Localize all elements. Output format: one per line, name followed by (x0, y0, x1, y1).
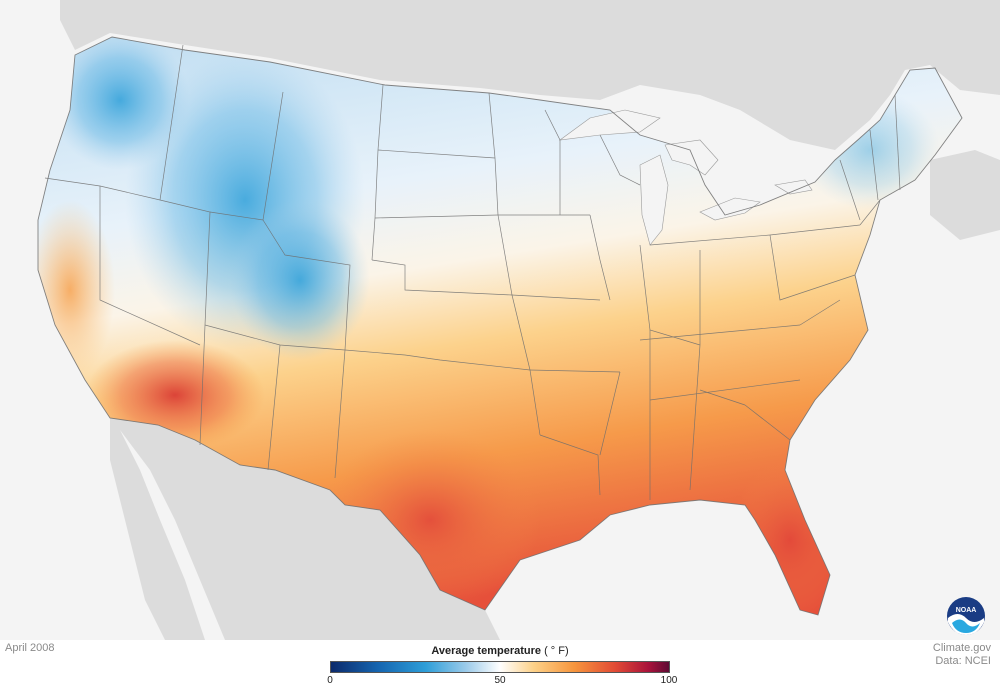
canada-landmass (60, 0, 1000, 150)
temperature-map (0, 0, 1000, 640)
credit-data: Data: NCEI (935, 655, 991, 667)
noaa-logo-text: NOAA (956, 607, 977, 614)
legend-tick-mid: 50 (494, 675, 506, 686)
legend-color-bar (330, 661, 670, 673)
state-borders (37, 36, 963, 616)
legend-tick-min: 0 (327, 675, 333, 686)
great-lakes (558, 109, 813, 246)
map-footer: April 2008 Average temperature ( ° F) 0 … (0, 640, 1000, 690)
nova-scotia-landmass (930, 150, 1000, 240)
legend-tick-max: 100 (660, 675, 678, 686)
mexico-landmass (110, 418, 500, 640)
gulf-of-california (120, 430, 225, 640)
credit-block: Climate.gov Data: NCEI (933, 642, 991, 668)
noaa-logo-icon: NOAA (946, 596, 986, 636)
legend-unit: ( ° F) (544, 645, 569, 657)
map-canvas (37, 0, 1000, 640)
legend-title: Average temperature ( ° F) (330, 645, 670, 657)
date-label: April 2008 (5, 642, 55, 654)
legend-title-text: Average temperature (431, 645, 541, 657)
credit-source: Climate.gov (932, 642, 991, 654)
